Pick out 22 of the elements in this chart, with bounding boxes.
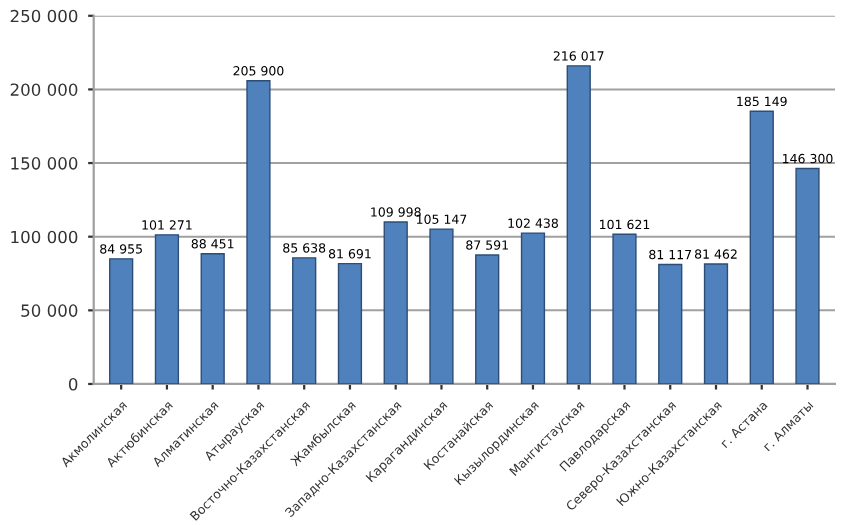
bar [612, 233, 637, 384]
y-tick-label: 200 000 [10, 83, 78, 96]
bar [703, 263, 729, 384]
y-tick-label: 0 [68, 377, 78, 391]
bar [337, 262, 363, 384]
y-tick-label: 150 000 [11, 157, 78, 170]
bar [292, 257, 317, 384]
bar [566, 65, 591, 384]
bar [246, 80, 271, 384]
bar [520, 232, 546, 384]
bar [109, 258, 134, 384]
bar [475, 254, 500, 384]
y-tick-label: 100 000 [11, 230, 78, 244]
y-tick-label: 250 000 [10, 9, 78, 23]
bar [795, 167, 820, 384]
y-tick-label: 50 000 [21, 304, 78, 317]
bar [429, 228, 454, 384]
bar [658, 263, 683, 384]
bar [383, 221, 408, 384]
bar [154, 234, 180, 384]
bar [200, 253, 225, 384]
bar [749, 110, 774, 384]
